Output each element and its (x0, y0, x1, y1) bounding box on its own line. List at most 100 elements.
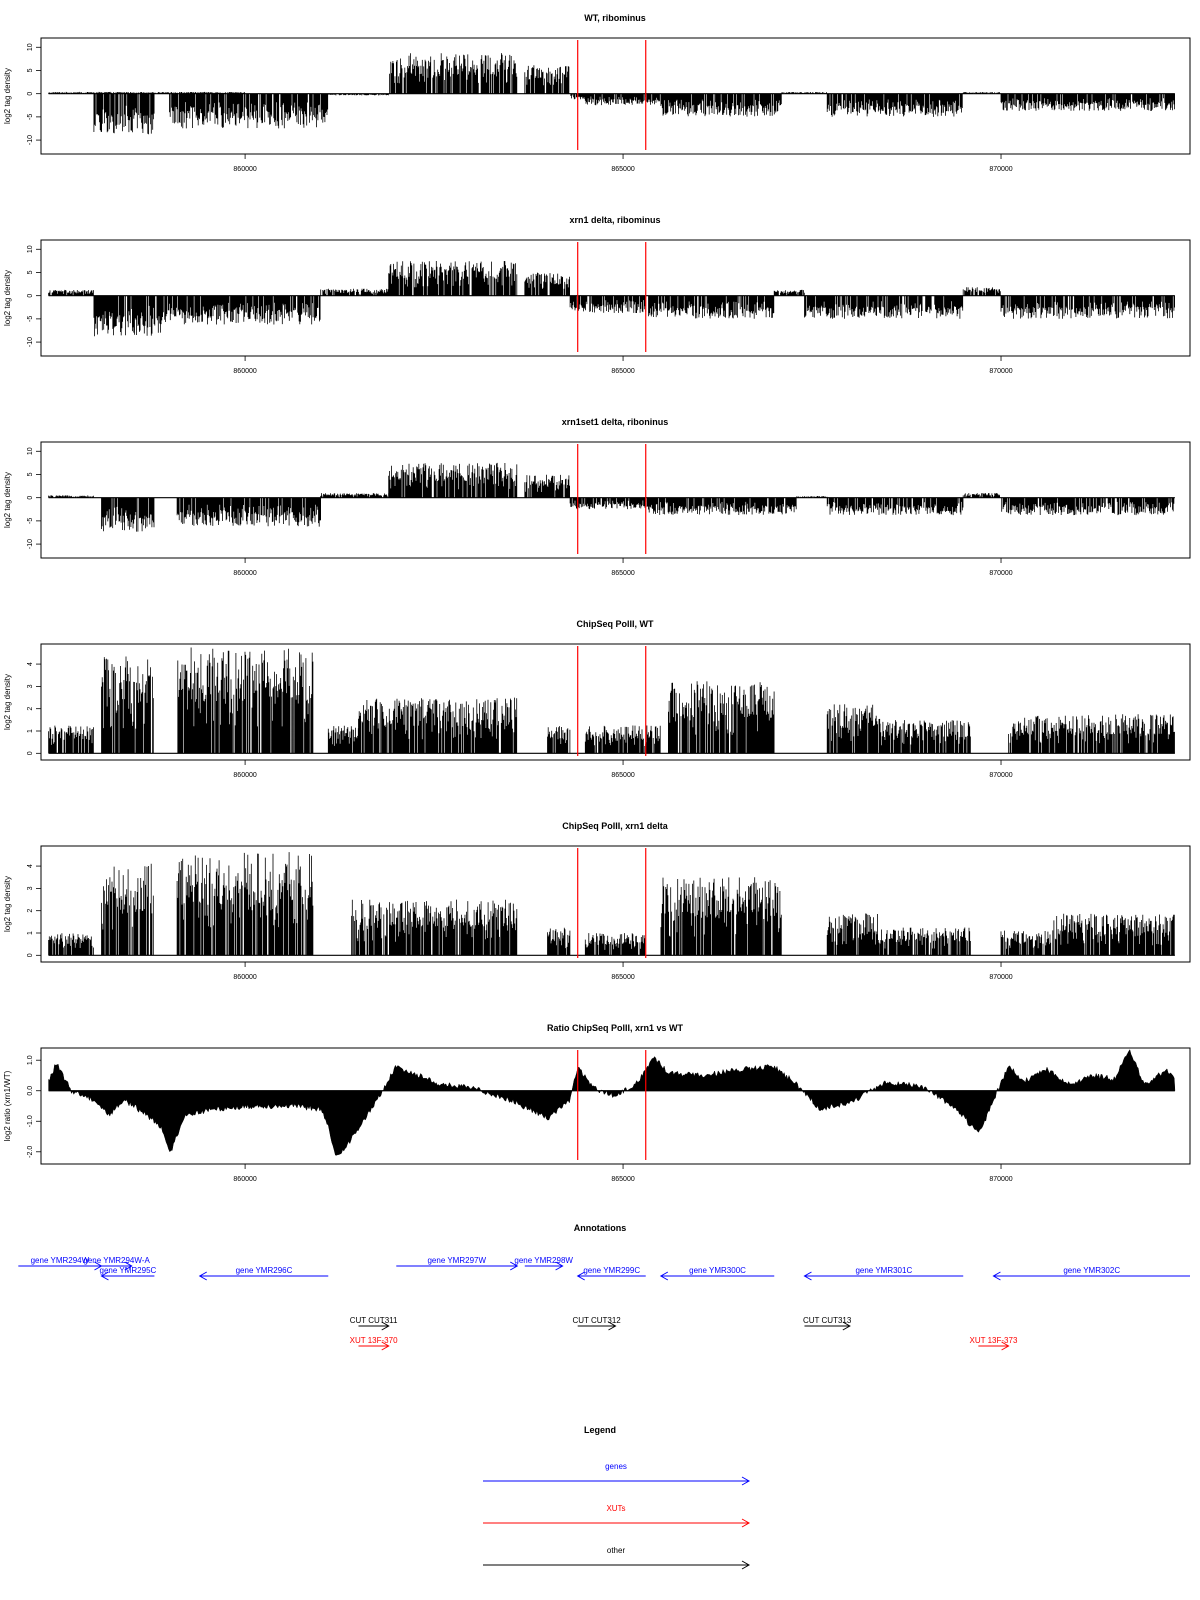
legend-item: genes (483, 1462, 751, 1486)
plot-frame (40, 239, 1191, 357)
y-tick-label: 3 (27, 886, 34, 890)
y-tick-label: 2 (27, 707, 34, 711)
arrowhead-icon (659, 1271, 669, 1281)
y-tick-label: 2 (27, 909, 34, 913)
bar-marks (48, 647, 1175, 754)
y-tick-label: -5 (27, 518, 34, 524)
y-tick-label: 10 (27, 245, 34, 253)
y-tick-label: 3 (27, 684, 34, 688)
area-mark (48, 1049, 1176, 1156)
annotation-feature: CUT CUT311 (350, 1316, 398, 1331)
y-axis-label: log2 tag density (3, 270, 12, 326)
y-tick-label: 0 (27, 953, 34, 957)
arrowhead-icon (555, 1261, 564, 1271)
y-tick-label: -2.0 (27, 1146, 34, 1158)
annotation-feature: gene YMR300C (659, 1266, 775, 1281)
feature-label: gene YMR300C (689, 1266, 746, 1275)
y-axis-label: log2 tag density (3, 68, 12, 124)
x-tick-label: 870000 (989, 974, 1012, 981)
y-tick-label: -10 (27, 337, 34, 347)
y-tick-label: 5 (27, 270, 34, 274)
arrowhead-icon (608, 1321, 617, 1331)
arrowhead-icon (741, 1560, 751, 1570)
plot-frame (40, 845, 1191, 963)
feature-label: XUT 13F-373 (970, 1336, 1018, 1345)
y-tick-label: 1 (27, 729, 34, 733)
legend: Legend genes XUTs other (483, 1425, 751, 1570)
chart-panel: WT, ribominus log2 tag density -10 -5 0 5 10 86… (3, 13, 1191, 173)
y-tick-label: -10 (27, 539, 34, 549)
y-tick-label: -10 (27, 135, 34, 145)
x-tick-label: 870000 (989, 772, 1012, 779)
data-series (48, 1049, 1176, 1156)
arrowhead-icon (576, 1271, 585, 1281)
feature-label: gene YMR298W (514, 1256, 573, 1265)
annotation-feature: CUT CUT312 (572, 1316, 621, 1331)
legend-label: XUTs (606, 1504, 625, 1513)
annotation-feature: gene YMR296C (198, 1266, 329, 1281)
annotation-feature: gene YMR299C (576, 1266, 646, 1281)
y-tick-label: 1.0 (27, 1055, 34, 1065)
feature-label: gene YMR294W (31, 1256, 90, 1265)
x-tick-label: 865000 (611, 974, 634, 981)
y-tick-label: -5 (27, 114, 34, 120)
legend-items: genes XUTs other (483, 1462, 751, 1570)
y-axis-label: log2 tag density (3, 472, 12, 528)
feature-label: gene YMR294W-A (83, 1256, 150, 1265)
chart-panel: ChipSeq PolII, WT log2 tag density 0 1 2 3 4 86… (3, 619, 1191, 779)
x-tick-label: 865000 (611, 1176, 634, 1183)
y-tick-label: 0 (27, 92, 34, 96)
feature-label: gene YMR299C (583, 1266, 640, 1275)
arrowhead-icon (381, 1341, 390, 1351)
arrowhead-icon (100, 1271, 109, 1281)
plot-frame (40, 1047, 1191, 1165)
data-series (48, 261, 1175, 337)
x-tick-label: 870000 (989, 166, 1012, 173)
legend-label: genes (605, 1462, 627, 1471)
legend-item: other (483, 1546, 751, 1570)
x-tick-label: 860000 (233, 1176, 256, 1183)
x-tick-label: 870000 (989, 1176, 1012, 1183)
bar-marks (48, 852, 1175, 956)
annotations-title: Annotations (574, 1223, 627, 1233)
y-tick-label: 4 (27, 662, 34, 666)
legend-label: other (607, 1546, 626, 1555)
chart-title: xrn1 delta, ribominus (569, 215, 660, 225)
chart-panel: xrn1set1 delta, riboninus log2 tag densit… (3, 417, 1191, 577)
arrowhead-icon (1001, 1341, 1010, 1351)
annotation-feature: gene YMR302C (992, 1266, 1190, 1281)
chart-panel: Ratio ChipSeq PolII, xrn1 vs WT log2 rati… (3, 1023, 1191, 1183)
y-tick-label: 10 (27, 43, 34, 51)
bar-marks (48, 261, 1175, 337)
feature-label: gene YMR296C (236, 1266, 293, 1275)
x-tick-label: 865000 (611, 772, 634, 779)
arrowhead-icon (381, 1321, 390, 1331)
x-tick-label: 860000 (233, 166, 256, 173)
chart-title: ChipSeq PolII, WT (577, 619, 654, 629)
y-tick-label: 5 (27, 68, 34, 72)
x-tick-label: 860000 (233, 368, 256, 375)
x-tick-label: 865000 (611, 166, 634, 173)
x-tick-label: 860000 (233, 974, 256, 981)
plot-frame (40, 37, 1191, 155)
x-tick-label: 860000 (233, 570, 256, 577)
y-tick-label: 0 (27, 751, 34, 755)
annotation-feature: gene YMR298W (514, 1256, 573, 1271)
annotation-feature: gene YMR297W (396, 1256, 519, 1271)
chart-panel: xrn1 delta, ribominus log2 tag density -10… (3, 215, 1191, 375)
plot-frame (40, 643, 1191, 761)
annotation-feature: XUT 13F-370 (350, 1336, 398, 1351)
y-axis-label: log2 tag density (3, 674, 12, 730)
x-tick-label: 865000 (611, 368, 634, 375)
feature-label: CUT CUT313 (803, 1316, 852, 1325)
annotation-feature: gene YMR301C (803, 1266, 964, 1281)
x-tick-label: 860000 (233, 772, 256, 779)
arrowhead-icon (124, 1261, 133, 1271)
feature-label: XUT 13F-370 (350, 1336, 398, 1345)
y-tick-label: 0 (27, 294, 34, 298)
feature-label: gene YMR295C (100, 1266, 157, 1275)
arrowhead-icon (741, 1476, 751, 1486)
